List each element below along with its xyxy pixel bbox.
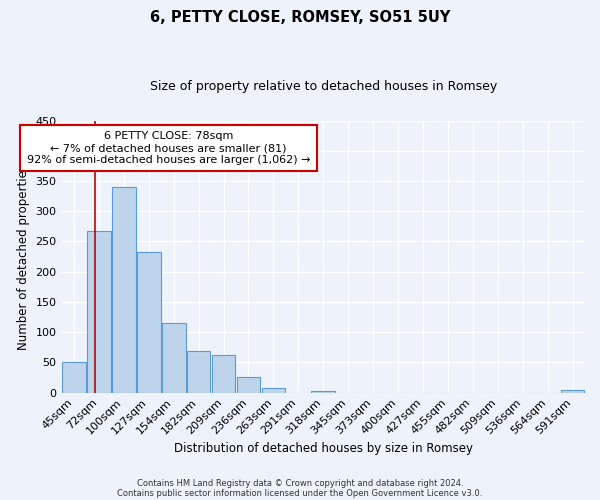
Bar bbox=[560, 390, 584, 392]
Bar bbox=[187, 352, 211, 393]
Text: 6 PETTY CLOSE: 78sqm
← 7% of detached houses are smaller (81)
92% of semi-detach: 6 PETTY CLOSE: 78sqm ← 7% of detached ho… bbox=[27, 132, 310, 164]
Title: Size of property relative to detached houses in Romsey: Size of property relative to detached ho… bbox=[149, 80, 497, 93]
Text: 6, PETTY CLOSE, ROMSEY, SO51 5UY: 6, PETTY CLOSE, ROMSEY, SO51 5UY bbox=[150, 10, 450, 25]
Bar bbox=[162, 323, 185, 392]
Bar bbox=[112, 187, 136, 392]
Bar bbox=[137, 252, 161, 392]
Text: Contains public sector information licensed under the Open Government Licence v3: Contains public sector information licen… bbox=[118, 488, 482, 498]
Y-axis label: Number of detached properties: Number of detached properties bbox=[17, 164, 30, 350]
Bar bbox=[87, 230, 111, 392]
Bar bbox=[236, 378, 260, 392]
Bar bbox=[62, 362, 86, 392]
Bar bbox=[262, 388, 285, 392]
Bar bbox=[212, 354, 235, 393]
Text: Contains HM Land Registry data © Crown copyright and database right 2024.: Contains HM Land Registry data © Crown c… bbox=[137, 478, 463, 488]
X-axis label: Distribution of detached houses by size in Romsey: Distribution of detached houses by size … bbox=[174, 442, 473, 455]
